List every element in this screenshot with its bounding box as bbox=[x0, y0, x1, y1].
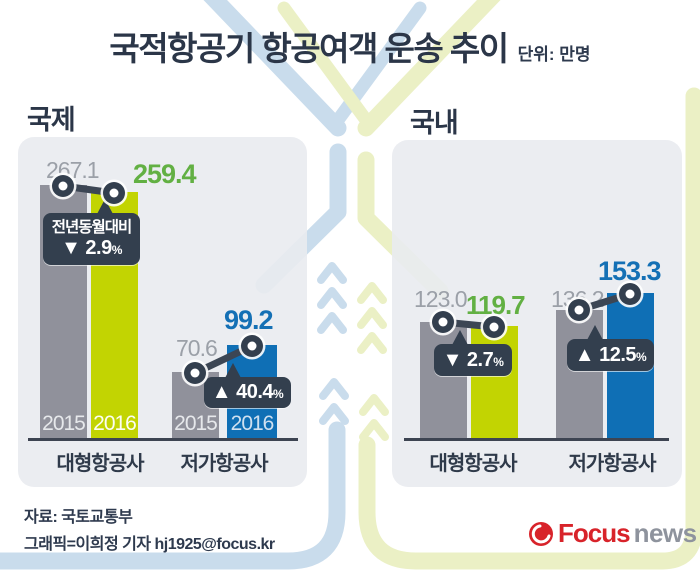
bar-year-label: 2015 bbox=[42, 412, 86, 435]
callout-value-row: ▼ 2.9% bbox=[61, 237, 122, 260]
section-label-international: 국제 bbox=[27, 105, 76, 135]
focusnews-swirl-icon bbox=[529, 521, 553, 546]
callout-value: ▲ 40.4 bbox=[211, 381, 274, 403]
bar-year-label: 2016 bbox=[230, 412, 275, 435]
axis-international bbox=[28, 438, 298, 441]
axis-domestic bbox=[404, 438, 669, 441]
callout-value-row: ▼ 2.7% bbox=[443, 349, 504, 372]
callout-pointer bbox=[97, 199, 113, 214]
callout-value: ▼ 2.7 bbox=[442, 348, 494, 371]
callout-dom-lcc-change: ▲ 12.5% bbox=[567, 339, 654, 371]
percent-sign: % bbox=[493, 354, 504, 369]
value-dom-fsc-2015: 123.0 bbox=[414, 286, 468, 312]
value-dom-lcc-2016: 153.3 bbox=[598, 256, 662, 286]
callout-intl-fsc-change: 전년동월대비 ▼ 2.9% bbox=[43, 213, 140, 265]
callout-caption: 전년동월대비 bbox=[51, 218, 133, 236]
unit-label: 단위: 만명 bbox=[517, 45, 591, 64]
value-intl-lcc-2015: 70.6 bbox=[176, 335, 218, 361]
callout-value-row: ▲ 40.4% bbox=[211, 381, 284, 404]
percent-sign: % bbox=[111, 243, 123, 258]
percent-sign: % bbox=[636, 349, 647, 364]
value-intl-fsc-2016: 259.4 bbox=[133, 159, 197, 189]
callout-dom-fsc-change: ▼ 2.7% bbox=[434, 344, 512, 376]
callout-value-row: ▲ 12.5% bbox=[574, 343, 647, 367]
percent-sign: % bbox=[273, 387, 284, 401]
bar-year-label: 2016 bbox=[93, 412, 137, 435]
header: 국적항공기 항공여객 운송 추이 단위: 만명 bbox=[0, 22, 700, 70]
callout-pointer bbox=[587, 325, 603, 340]
callout-intl-lcc-change: ▲ 40.4% bbox=[204, 377, 291, 408]
source-text: 자료: 국토교통부 bbox=[24, 509, 133, 526]
page-title: 국적항공기 항공여객 운송 추이 bbox=[109, 30, 509, 67]
category-dom-low-cost: 저가항공사 bbox=[568, 453, 657, 475]
bar-dom-fsc-2016 bbox=[471, 326, 518, 438]
bar-year-label: 2015 bbox=[174, 412, 218, 435]
callout-value: ▼ 2.9 bbox=[61, 237, 112, 260]
logo-focus-text: Focus bbox=[558, 518, 631, 548]
section-label-domestic: 국내 bbox=[410, 108, 459, 138]
category-dom-full-service: 대형항공사 bbox=[429, 453, 518, 475]
callout-value: ▲ 12.5 bbox=[574, 343, 637, 366]
value-dom-fsc-2016: 119.7 bbox=[466, 290, 526, 320]
value-intl-lcc-2016: 99.2 bbox=[224, 305, 274, 335]
category-intl-full-service: 대형항공사 bbox=[56, 453, 145, 475]
credit-text: 그래픽=이희정 기자 hj1925@focus.kr bbox=[24, 536, 275, 553]
callout-pointer bbox=[225, 363, 241, 378]
category-intl-low-cost: 저가항공사 bbox=[180, 453, 269, 475]
value-dom-lcc-2015: 136.2 bbox=[551, 286, 605, 312]
focusnews-logo: Focus news bbox=[528, 518, 697, 549]
yellow-airplane bbox=[277, 0, 700, 570]
value-intl-fsc-2015: 267.1 bbox=[46, 157, 100, 183]
callout-pointer bbox=[452, 330, 468, 345]
logo-news-text: news bbox=[633, 518, 698, 548]
